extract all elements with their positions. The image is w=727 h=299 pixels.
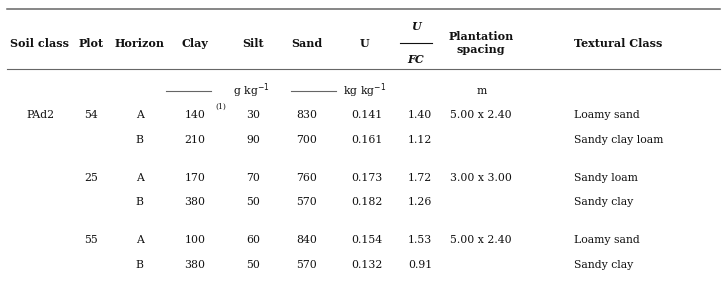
- Text: g kg$^{-1}$: g kg$^{-1}$: [233, 82, 269, 100]
- Text: 50: 50: [246, 260, 260, 270]
- Text: Horizon: Horizon: [115, 38, 164, 49]
- Text: 30: 30: [246, 110, 260, 120]
- Text: kg kg$^{-1}$: kg kg$^{-1}$: [343, 82, 387, 100]
- Text: Sandy loam: Sandy loam: [574, 173, 638, 183]
- Text: 1.53: 1.53: [408, 235, 433, 245]
- Text: Sandy clay loam: Sandy clay loam: [574, 135, 664, 145]
- Text: 70: 70: [246, 173, 260, 183]
- Text: Soil class: Soil class: [10, 38, 70, 49]
- Text: Plantation
spacing: Plantation spacing: [449, 31, 514, 55]
- Text: 50: 50: [246, 197, 260, 207]
- Text: 1.12: 1.12: [408, 135, 433, 145]
- Text: 840: 840: [297, 235, 317, 245]
- Text: 570: 570: [297, 260, 317, 270]
- Text: 0.173: 0.173: [352, 173, 382, 183]
- Text: 210: 210: [185, 135, 205, 145]
- Text: 0.141: 0.141: [352, 110, 382, 120]
- Text: 380: 380: [185, 260, 205, 270]
- Text: 5.00 x 2.40: 5.00 x 2.40: [451, 110, 512, 120]
- Text: 100: 100: [185, 235, 205, 245]
- Text: 1.72: 1.72: [408, 173, 433, 183]
- Text: U: U: [360, 38, 370, 49]
- Text: Silt: Silt: [242, 38, 264, 49]
- Text: Textural Class: Textural Class: [574, 38, 663, 49]
- Text: 570: 570: [297, 197, 317, 207]
- Text: Loamy sand: Loamy sand: [574, 235, 640, 245]
- Text: 1.40: 1.40: [408, 110, 433, 120]
- Text: 830: 830: [297, 110, 317, 120]
- Text: 0.154: 0.154: [352, 235, 382, 245]
- Text: 3.00 x 3.00: 3.00 x 3.00: [450, 173, 513, 183]
- Text: Plot: Plot: [79, 38, 103, 49]
- Text: 25: 25: [84, 173, 98, 183]
- Text: Clay: Clay: [182, 38, 208, 49]
- Text: 54: 54: [84, 110, 97, 120]
- Text: 0.132: 0.132: [351, 260, 383, 270]
- Text: Sand: Sand: [292, 38, 322, 49]
- Text: A: A: [136, 173, 143, 183]
- Text: Loamy sand: Loamy sand: [574, 110, 640, 120]
- Text: (1): (1): [215, 103, 226, 111]
- Text: Sandy clay: Sandy clay: [574, 197, 633, 207]
- Text: U: U: [411, 22, 421, 32]
- Text: Sandy clay: Sandy clay: [574, 260, 633, 270]
- Text: FC: FC: [407, 54, 425, 65]
- Text: 170: 170: [185, 173, 205, 183]
- Text: 380: 380: [185, 197, 205, 207]
- Text: B: B: [136, 197, 143, 207]
- Text: A: A: [136, 235, 143, 245]
- Text: 55: 55: [84, 235, 97, 245]
- Text: B: B: [136, 135, 143, 145]
- Text: 0.182: 0.182: [351, 197, 383, 207]
- Text: 0.91: 0.91: [408, 260, 433, 270]
- Text: 1.26: 1.26: [408, 197, 433, 207]
- Text: 140: 140: [185, 110, 205, 120]
- Text: 5.00 x 2.40: 5.00 x 2.40: [451, 235, 512, 245]
- Text: m: m: [476, 86, 486, 96]
- Text: A: A: [136, 110, 143, 120]
- Text: 700: 700: [297, 135, 317, 145]
- Text: 760: 760: [297, 173, 317, 183]
- Text: 90: 90: [246, 135, 260, 145]
- Text: 60: 60: [246, 235, 260, 245]
- Text: B: B: [136, 260, 143, 270]
- Text: 0.161: 0.161: [351, 135, 383, 145]
- Text: PAd2: PAd2: [26, 110, 54, 120]
